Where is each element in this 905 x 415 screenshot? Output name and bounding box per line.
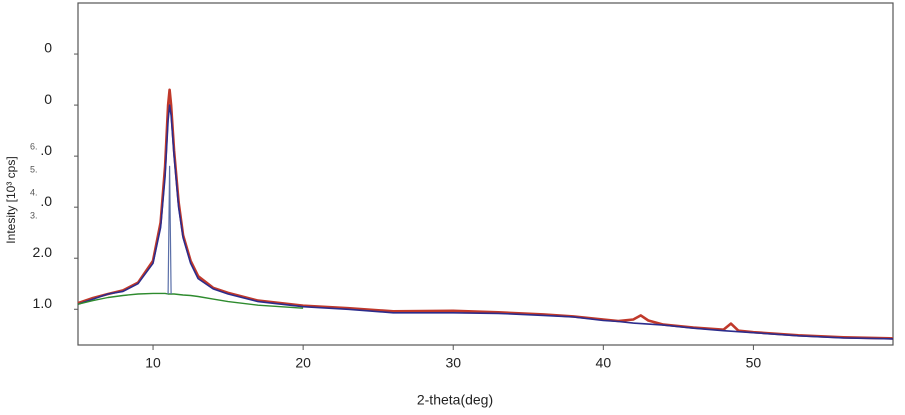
y-tick-label: .0 <box>40 193 52 209</box>
side-label: 6. <box>30 141 38 151</box>
data-line <box>77 104 894 340</box>
x-tick-label: 10 <box>145 355 161 371</box>
data-line <box>77 292 304 309</box>
x-tick-label: 30 <box>445 355 461 371</box>
side-label: 3. <box>30 210 38 220</box>
x-tick-label: 50 <box>746 355 762 371</box>
y-tick-label: 1.0 <box>33 295 53 311</box>
data-line <box>167 165 172 295</box>
y-tick-label: 2.0 <box>33 244 53 260</box>
plot-frame <box>77 2 894 346</box>
x-tick-label: 40 <box>596 355 612 371</box>
side-label: 4. <box>30 187 38 197</box>
x-tick-label: 20 <box>295 355 311 371</box>
x-axis-label: 2-theta(deg) <box>417 392 493 408</box>
y-tick-label: 0 <box>44 40 52 56</box>
side-label: 5. <box>30 164 38 174</box>
y-tick-label: .0 <box>40 142 52 158</box>
data-line <box>77 88 894 340</box>
y-tick-label: 0 <box>44 91 52 107</box>
y-axis-label: Intesity [10³ cps] <box>4 156 18 243</box>
